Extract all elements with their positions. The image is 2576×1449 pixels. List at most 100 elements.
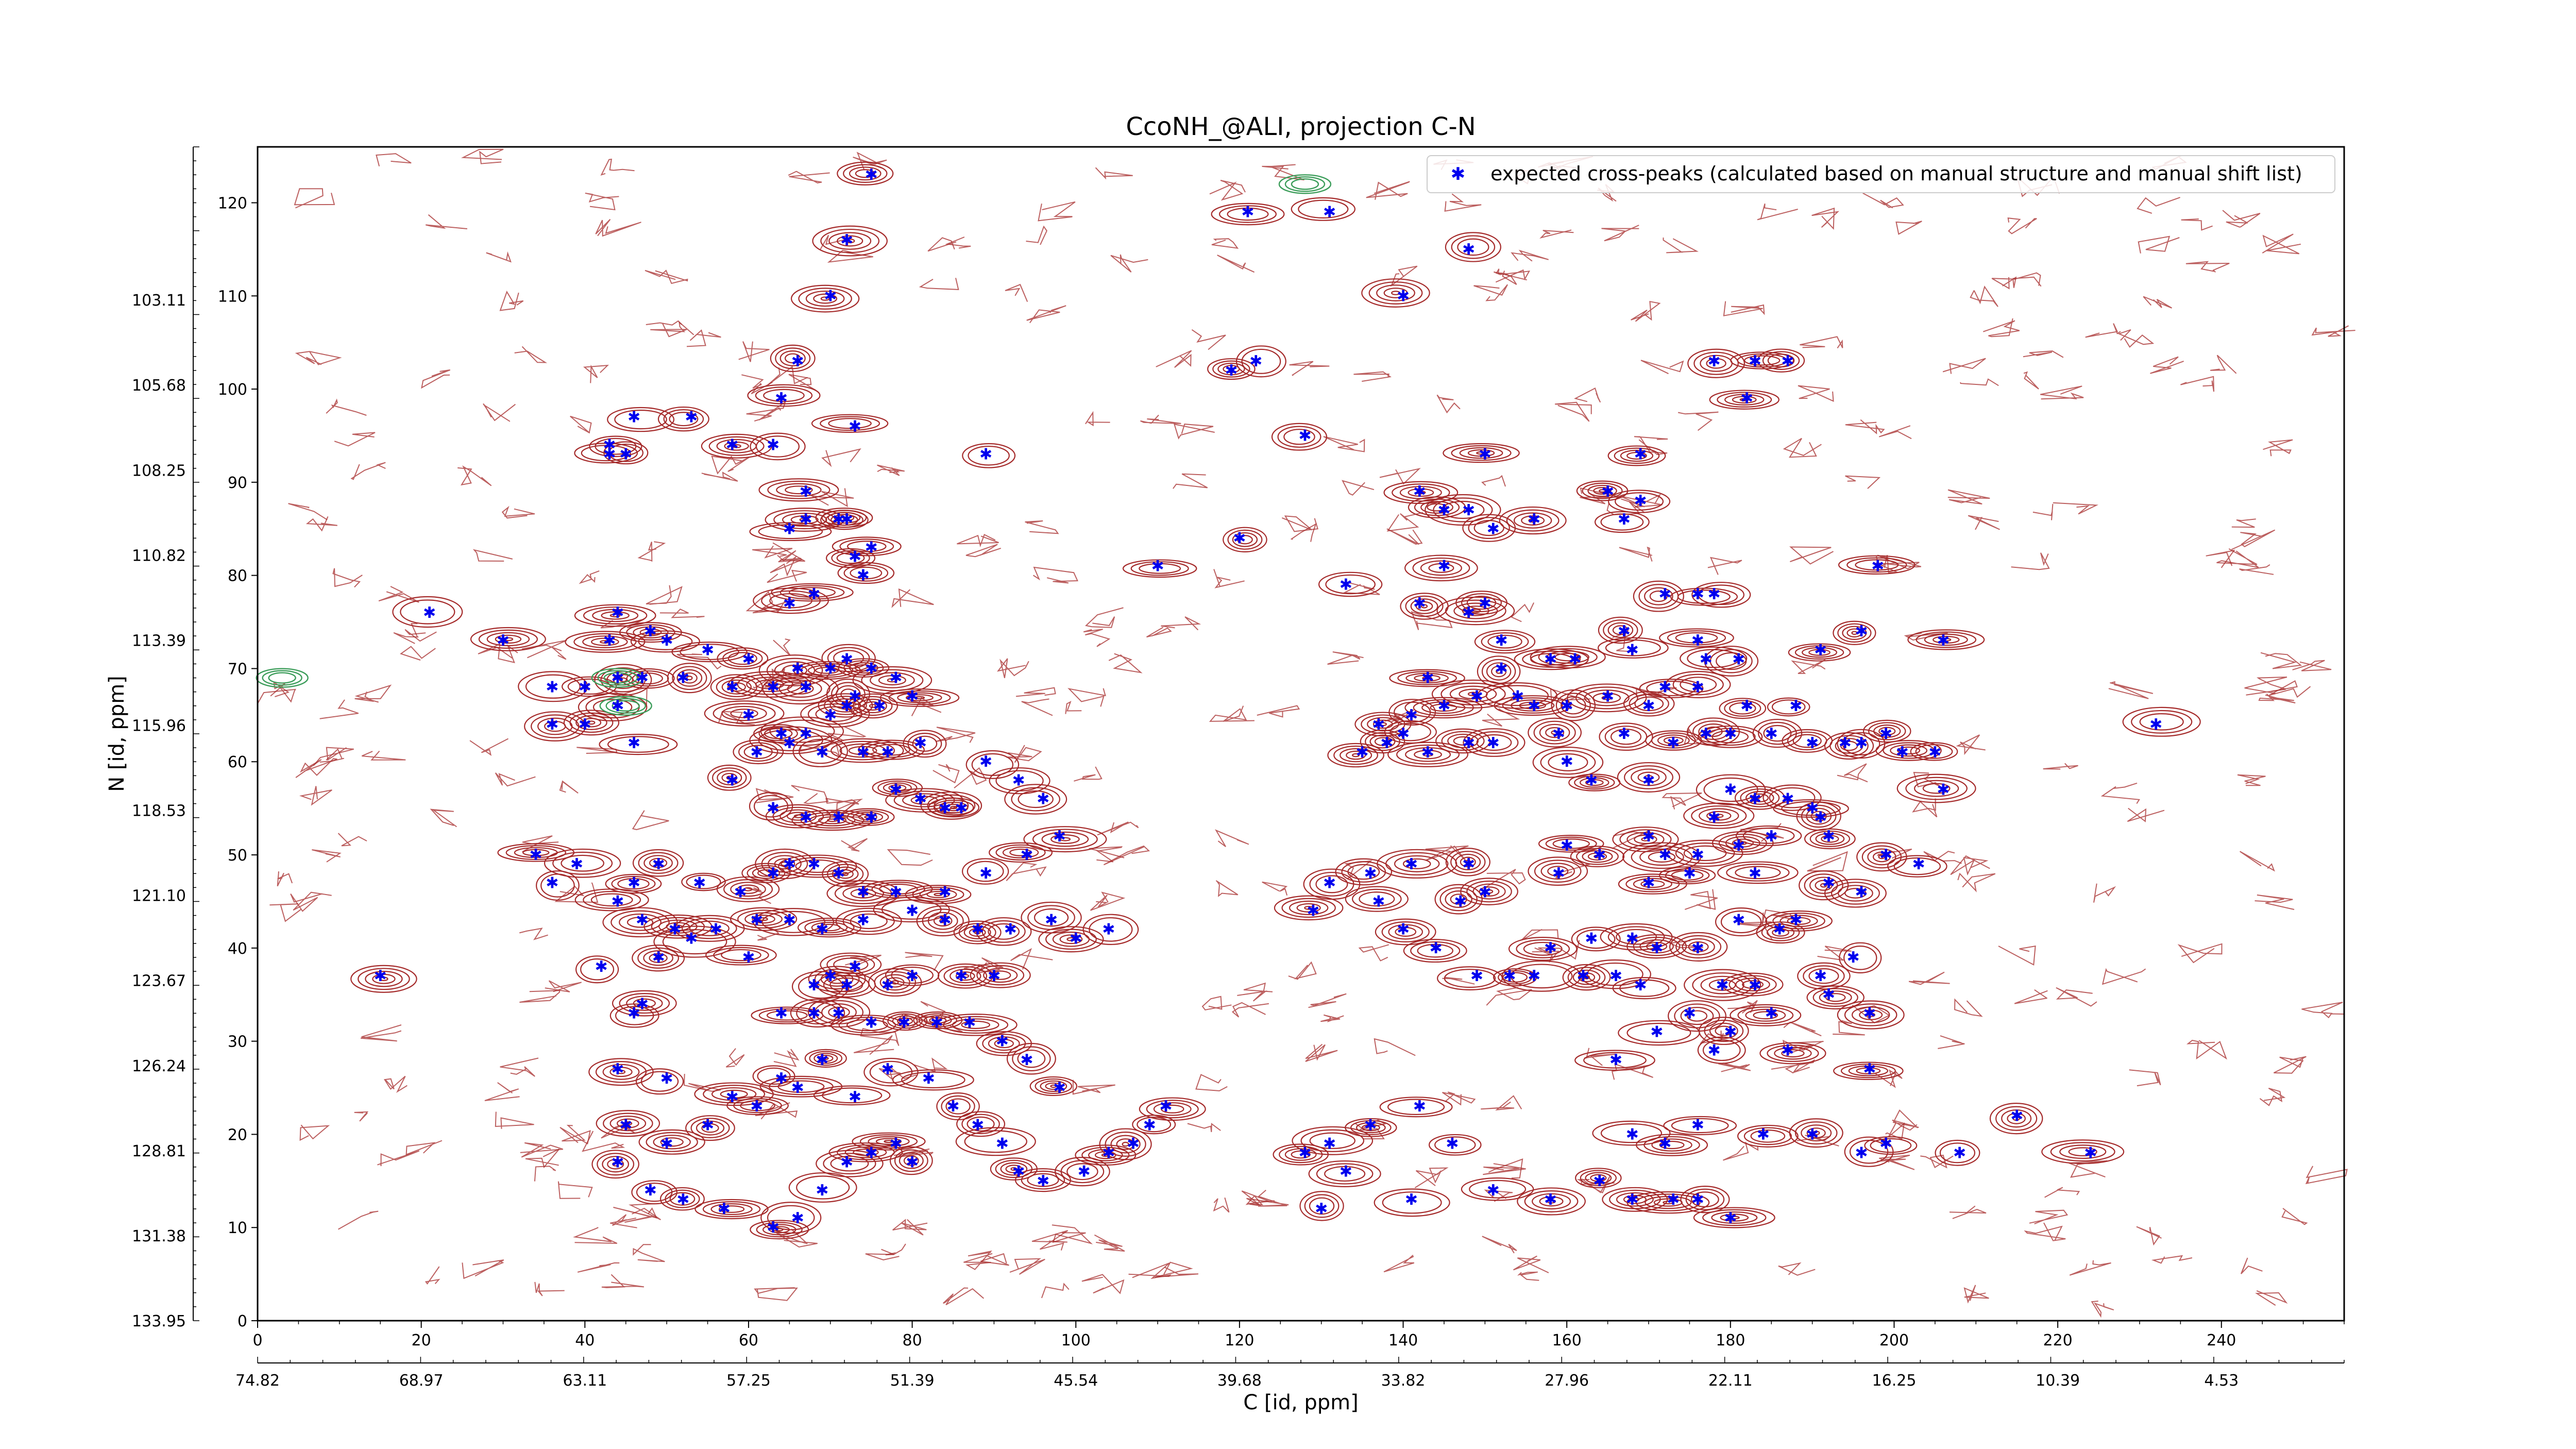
peak-contour xyxy=(653,1135,691,1150)
noise-contour xyxy=(1031,1230,1069,1251)
peak-contour xyxy=(660,1137,684,1147)
peak-contour xyxy=(1688,941,1709,952)
peak-contour xyxy=(1223,365,1240,374)
peak-contour xyxy=(842,872,849,877)
peak-contour xyxy=(592,699,633,716)
noise-contour xyxy=(1327,651,1364,665)
cross-peak-marker: ✱ xyxy=(1593,846,1606,864)
peak-contour xyxy=(1600,1123,1663,1143)
peak-contour xyxy=(630,630,700,653)
peak-contour xyxy=(1139,563,1181,574)
cross-peak-marker: ✱ xyxy=(628,734,640,752)
peak-contour xyxy=(807,997,871,1028)
noise-contour xyxy=(1722,1141,1759,1161)
peak-contour xyxy=(989,970,1011,980)
peak-contour xyxy=(1207,358,1256,380)
peak-contour xyxy=(720,1089,748,1099)
noise-contour xyxy=(2091,1301,2114,1318)
cross-peak-marker: ✱ xyxy=(1413,1098,1426,1116)
y-tick-label: 30 xyxy=(228,1033,247,1051)
peak-contour xyxy=(1528,717,1582,748)
peak-contour xyxy=(1428,563,1454,573)
peak-contour xyxy=(760,1202,822,1234)
peak-contour xyxy=(1819,990,1852,1005)
noise-contour xyxy=(2040,385,2084,400)
peak-contour xyxy=(1455,591,1507,615)
peak-contour xyxy=(1756,921,1805,944)
peak-contour xyxy=(1842,732,1880,756)
noise-contour xyxy=(933,764,960,784)
noise-contour xyxy=(332,568,363,588)
peak-contour xyxy=(1846,628,1862,638)
cross-peak-marker: ✱ xyxy=(1749,976,1761,995)
peak-contour xyxy=(841,808,895,826)
cross-peak-marker: ✱ xyxy=(1585,930,1598,948)
cross-peak-marker: ✱ xyxy=(1855,1144,1868,1162)
peak-contour xyxy=(575,955,619,984)
cross-peak-marker: ✱ xyxy=(1855,883,1868,901)
peak-contour xyxy=(820,416,880,431)
cross-peak-marker: ✱ xyxy=(1691,632,1704,650)
cross-peak-marker: ✱ xyxy=(660,632,673,650)
noise-contour xyxy=(1538,940,1580,960)
noise-contour xyxy=(1094,1234,1125,1252)
cross-peak-marker: ✱ xyxy=(840,976,853,995)
peak-contour xyxy=(1420,560,1462,576)
peak-contour xyxy=(1000,1162,1028,1176)
peak-contour xyxy=(1237,535,1253,545)
cross-peak-marker: ✱ xyxy=(865,166,878,184)
peak-contour xyxy=(582,635,628,649)
peak-contour xyxy=(1636,1134,1708,1156)
peak-contour xyxy=(976,965,1025,986)
peak-contour xyxy=(934,892,943,897)
peak-contour xyxy=(1870,1138,1912,1153)
peak-contour xyxy=(1457,238,1489,256)
peak-contour xyxy=(372,973,396,984)
cross-peak-marker: ✱ xyxy=(807,585,820,603)
peak-contour xyxy=(1631,845,1693,869)
noise-contour xyxy=(927,237,957,252)
noise-contour xyxy=(457,465,492,486)
noise-contour xyxy=(957,534,999,548)
noise-contour xyxy=(637,541,666,562)
peak-contour xyxy=(832,536,902,557)
noise-contour xyxy=(1032,566,1078,584)
peak-contour xyxy=(883,782,912,794)
noise-contour xyxy=(1366,181,1410,200)
peak-contour xyxy=(1443,443,1520,463)
peak-contour xyxy=(733,739,784,765)
peak-contour xyxy=(574,604,656,627)
peak-contour xyxy=(1583,1052,1647,1069)
negative-contour xyxy=(1284,176,1326,192)
peak-contour xyxy=(953,920,1002,945)
noise-contour xyxy=(1947,489,1990,504)
y-tick-label: 40 xyxy=(228,940,247,958)
peak-contour xyxy=(379,976,388,981)
peak-contour xyxy=(1481,632,1529,651)
noise-contour xyxy=(1482,708,1520,727)
peak-contour xyxy=(1820,883,1827,888)
noise-contour xyxy=(632,810,669,831)
noise-contour xyxy=(2240,851,2275,872)
cross-peak-marker: ✱ xyxy=(750,912,763,930)
cross-peak-marker: ✱ xyxy=(701,641,714,659)
peak-contour xyxy=(846,1019,888,1032)
cross-peak-marker: ✱ xyxy=(1667,1191,1680,1209)
peak-contour xyxy=(592,609,639,622)
noise-contour xyxy=(1619,546,1653,562)
noise-contour xyxy=(1209,705,1255,722)
peak-contour xyxy=(1009,848,1032,856)
noise-contour xyxy=(1631,300,1661,322)
noise-contour xyxy=(628,1203,661,1220)
peak-contour xyxy=(1623,1194,1647,1204)
cross-peak-marker: ✱ xyxy=(1740,697,1753,715)
peak-contour xyxy=(497,843,575,862)
cross-peak-marker: ✱ xyxy=(742,650,755,668)
noise-contour xyxy=(753,668,786,689)
peak-contour xyxy=(602,1156,630,1173)
peak-contour xyxy=(1941,638,1952,642)
peak-contour xyxy=(912,735,938,752)
peak-contour xyxy=(544,848,621,878)
peak-contour xyxy=(1116,1138,1135,1150)
peak-contour xyxy=(758,478,839,502)
